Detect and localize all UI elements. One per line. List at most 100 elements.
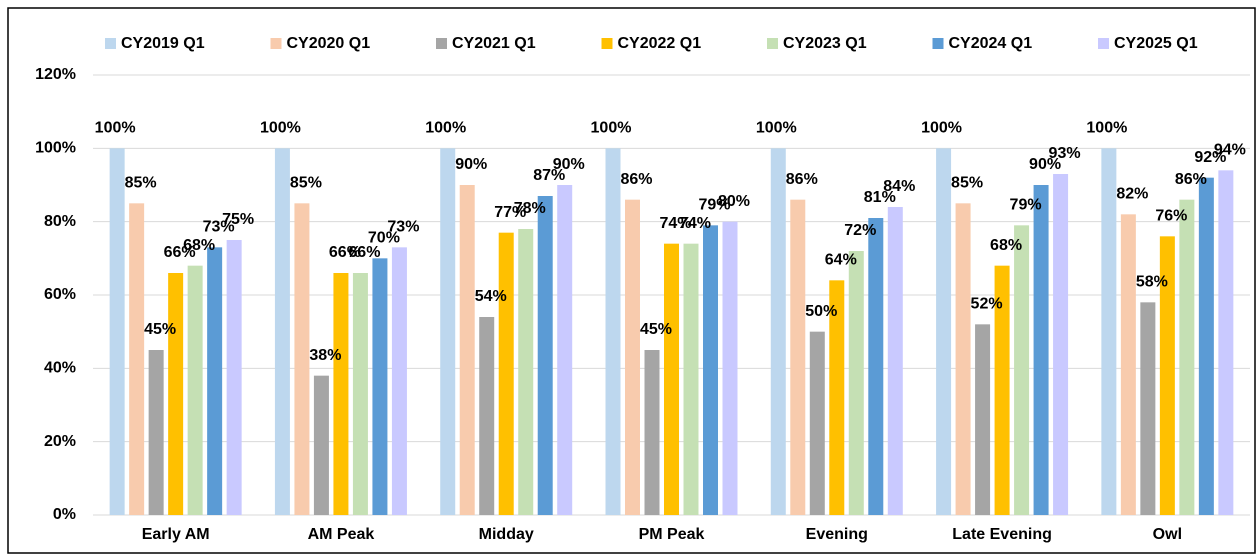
data-label: 38% — [309, 347, 341, 364]
bar — [936, 148, 952, 516]
bar — [790, 199, 806, 515]
bar — [1140, 302, 1156, 515]
bar — [975, 324, 991, 515]
legend-label: CY2019 Q1 — [121, 35, 205, 52]
data-label: 80% — [718, 193, 750, 210]
data-label: 66% — [164, 244, 196, 261]
legend-label: CY2025 Q1 — [1114, 35, 1198, 52]
data-label: 86% — [786, 171, 818, 188]
bar — [498, 232, 514, 515]
y-tick-label: 120% — [35, 66, 76, 83]
data-label: 74% — [659, 215, 691, 232]
data-label: 79% — [1010, 197, 1042, 214]
legend-swatch — [767, 38, 778, 49]
bar — [226, 240, 242, 515]
bar — [644, 350, 660, 515]
bar — [1033, 185, 1049, 515]
bar — [625, 199, 640, 515]
bar — [1053, 174, 1069, 515]
legend-label: CY2024 Q1 — [949, 35, 1033, 52]
bar — [868, 218, 884, 515]
data-label: 85% — [951, 175, 983, 192]
legend-label: CY2022 Q1 — [618, 35, 702, 52]
bar — [459, 185, 475, 515]
bar — [294, 203, 310, 516]
bar — [518, 229, 534, 515]
x-tick-label: AM Peak — [308, 526, 375, 543]
bar — [1218, 170, 1234, 516]
data-label: 85% — [125, 175, 157, 192]
y-tick-label: 60% — [44, 286, 76, 303]
bar — [809, 331, 825, 515]
bar — [313, 375, 329, 515]
legend-label: CY2023 Q1 — [783, 35, 867, 52]
legend-swatch — [601, 38, 613, 49]
bar — [770, 148, 786, 516]
bar — [207, 247, 223, 516]
data-label: 93% — [1049, 145, 1081, 162]
bar — [333, 273, 349, 515]
bar — [109, 148, 125, 516]
data-label: 100% — [425, 120, 466, 137]
data-label: 77% — [494, 204, 526, 221]
data-label: 79% — [698, 197, 730, 214]
y-tick-label: 80% — [44, 213, 76, 230]
bar — [372, 258, 388, 515]
bar — [168, 273, 184, 515]
data-label: 90% — [553, 156, 585, 173]
x-tick-label: PM Peak — [639, 526, 705, 543]
data-label: 85% — [290, 175, 322, 192]
data-label: 90% — [455, 156, 487, 173]
y-tick-label: 40% — [44, 360, 76, 377]
data-label: 90% — [1029, 156, 1061, 173]
bar — [1014, 225, 1030, 516]
bar — [887, 207, 903, 515]
bar — [1198, 177, 1214, 515]
data-label: 68% — [183, 237, 215, 254]
data-label: 74% — [679, 215, 711, 232]
bar — [605, 148, 621, 516]
data-label: 54% — [475, 288, 507, 305]
data-label: 64% — [825, 252, 857, 269]
bar — [829, 280, 845, 515]
data-label: 73% — [387, 219, 419, 236]
data-label: 100% — [260, 120, 301, 137]
data-label: 50% — [805, 303, 837, 320]
data-label: 52% — [971, 296, 1003, 313]
bar — [994, 265, 1010, 515]
x-tick-label: Evening — [806, 526, 868, 543]
data-label: 84% — [883, 178, 915, 195]
bar — [664, 243, 679, 515]
data-label: 75% — [222, 211, 254, 228]
data-label: 58% — [1136, 274, 1168, 291]
bar — [440, 148, 456, 516]
bar — [683, 243, 699, 515]
data-label: 100% — [95, 120, 136, 137]
data-label: 70% — [368, 230, 400, 247]
legend-swatch — [436, 38, 447, 49]
legend-swatch — [932, 38, 944, 49]
bar — [1159, 236, 1175, 516]
data-label: 45% — [144, 321, 176, 338]
data-label: 100% — [921, 120, 962, 137]
legend-label: CY2020 Q1 — [287, 35, 371, 52]
data-label: 66% — [348, 244, 380, 261]
data-label: 86% — [1175, 171, 1207, 188]
data-label: 76% — [1155, 208, 1187, 225]
bar — [148, 350, 164, 515]
bar — [722, 221, 738, 515]
data-label: 100% — [591, 120, 632, 137]
data-label: 92% — [1194, 149, 1226, 166]
data-label: 81% — [864, 189, 896, 206]
data-label: 78% — [514, 200, 546, 217]
y-tick-label: 100% — [35, 140, 76, 157]
data-label: 100% — [1086, 120, 1127, 137]
legend-label: CY2021 Q1 — [452, 35, 536, 52]
y-tick-label: 0% — [53, 506, 76, 523]
x-tick-label: Late Evening — [952, 526, 1052, 543]
data-label: 73% — [203, 219, 235, 236]
data-label: 82% — [1116, 186, 1148, 203]
legend-swatch — [1098, 38, 1109, 49]
bar — [1179, 199, 1195, 515]
